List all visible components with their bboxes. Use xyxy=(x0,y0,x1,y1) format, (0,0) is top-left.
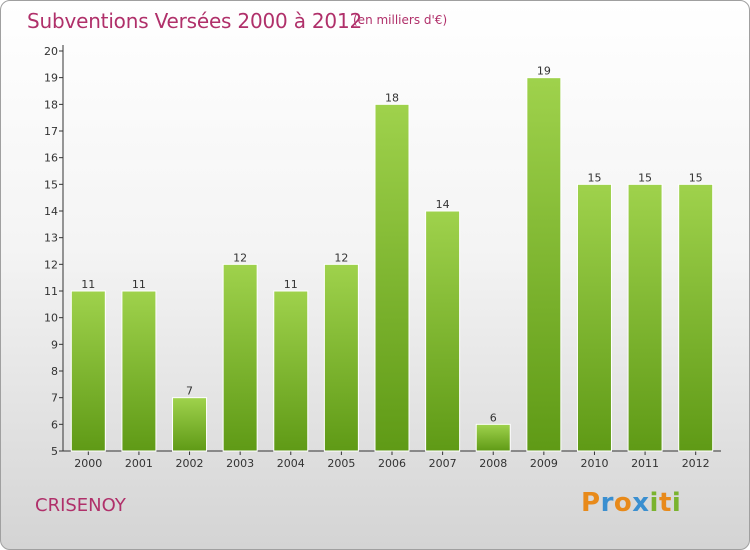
x-tick-label: 2005 xyxy=(327,457,355,470)
chart-title: Subventions Versées 2000 à 2012 xyxy=(27,9,363,33)
commune-name: CRISENOY xyxy=(35,495,126,516)
logo-letter: P xyxy=(581,488,601,518)
y-tick-label: 5 xyxy=(51,445,58,458)
x-tick-label: 2010 xyxy=(580,457,608,470)
logo-letter: i xyxy=(649,488,659,518)
bar xyxy=(627,183,663,452)
logo-letter: o xyxy=(613,488,633,518)
x-tick-label: 2009 xyxy=(530,457,558,470)
data-label: 15 xyxy=(689,171,703,184)
y-tick-label: 18 xyxy=(44,98,58,111)
bar xyxy=(323,263,359,452)
y-tick-label: 10 xyxy=(44,312,58,325)
bar xyxy=(121,290,157,452)
x-tick-label: 2001 xyxy=(125,457,153,470)
data-label: 14 xyxy=(436,198,450,211)
data-label: 15 xyxy=(638,171,652,184)
bar xyxy=(172,397,208,452)
bars xyxy=(70,77,714,452)
y-tick-label: 15 xyxy=(44,178,58,191)
x-tick-label: 2012 xyxy=(682,457,710,470)
logo-letter: x xyxy=(632,488,650,518)
data-labels: 11 11 7 12 11 12 18 14 6 19 15 15 15 xyxy=(81,65,702,425)
bar xyxy=(222,263,258,452)
bar xyxy=(475,423,511,452)
y-tick-label: 19 xyxy=(44,72,58,85)
x-tick-label: 2008 xyxy=(479,457,507,470)
bar xyxy=(425,210,461,452)
logo-letter: t xyxy=(658,488,672,518)
data-label: 19 xyxy=(537,65,551,78)
y-tick-label: 6 xyxy=(51,418,58,431)
x-tick-label: 2006 xyxy=(378,457,406,470)
x-tick-label: 2003 xyxy=(226,457,254,470)
y-tick-label: 20 xyxy=(44,45,58,58)
data-label: 7 xyxy=(186,385,193,398)
x-tick-label: 2011 xyxy=(631,457,659,470)
data-label: 12 xyxy=(233,251,247,264)
data-label: 12 xyxy=(334,251,348,264)
axes: 5 6 7 8 9 10 11 12 13 14 15 16 17 18 19 20 2000 2001 2002 2… xyxy=(44,45,721,470)
bar xyxy=(273,290,309,452)
y-tick-label: 17 xyxy=(44,125,58,138)
logo-letter: i xyxy=(671,488,682,518)
data-label: 6 xyxy=(490,411,497,424)
logo-letter: r xyxy=(600,488,614,518)
bar xyxy=(70,290,106,452)
data-label: 11 xyxy=(132,278,146,291)
y-tick-label: 7 xyxy=(51,392,58,405)
x-tick-label: 2004 xyxy=(277,457,305,470)
data-label: 15 xyxy=(587,171,601,184)
bar xyxy=(526,77,562,452)
chart-subtitle: (en milliers d'€) xyxy=(353,13,448,27)
y-tick-label: 13 xyxy=(44,232,58,245)
y-tick-label: 8 xyxy=(51,365,58,378)
data-label: 11 xyxy=(81,278,95,291)
y-tick-label: 9 xyxy=(51,338,58,351)
y-tick-label: 12 xyxy=(44,258,58,271)
y-tick-label: 14 xyxy=(44,205,58,218)
y-tick-label: 16 xyxy=(44,152,58,165)
data-label: 18 xyxy=(385,91,399,104)
x-tick-label: 2000 xyxy=(74,457,102,470)
bar xyxy=(374,103,410,452)
bar xyxy=(576,183,612,452)
bar xyxy=(678,183,714,452)
data-label: 11 xyxy=(284,278,298,291)
x-tick-label: 2002 xyxy=(176,457,204,470)
proxiti-logo: Proxiti xyxy=(581,488,681,518)
y-tick-label: 11 xyxy=(44,285,58,298)
x-tick-label: 2007 xyxy=(429,457,457,470)
